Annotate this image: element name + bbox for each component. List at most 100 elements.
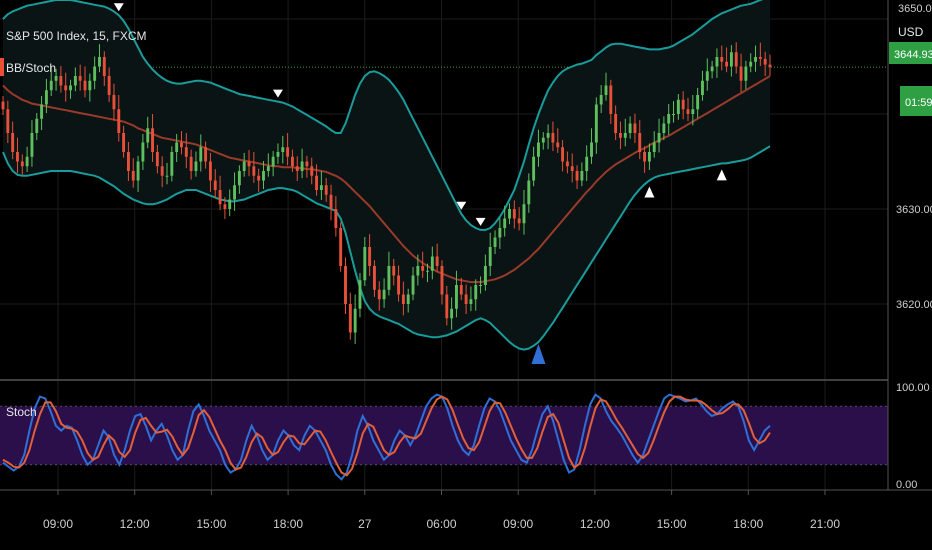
candle-body — [117, 109, 121, 133]
candle-body — [382, 289, 386, 300]
candle-body — [334, 209, 338, 228]
candle-body — [363, 247, 367, 281]
candle-body — [213, 180, 217, 190]
candle-body — [242, 161, 246, 171]
candle-body — [614, 114, 618, 133]
candle-body — [107, 76, 111, 95]
x-tick-label: 15:00 — [196, 517, 226, 531]
candle-body — [734, 52, 738, 67]
candle-body — [725, 61, 729, 67]
candle-body — [131, 171, 135, 181]
bollinger-bands — [2, 0, 771, 351]
candle-body — [271, 156, 275, 167]
candle-body — [180, 142, 183, 148]
candle-body — [474, 285, 478, 300]
candle-body — [652, 142, 656, 152]
candle-body — [204, 147, 208, 162]
candle-body — [609, 85, 613, 114]
candle-body — [184, 147, 188, 157]
sell-marker — [272, 89, 283, 98]
candle-body — [146, 128, 150, 143]
candles — [1, 42, 772, 344]
candle-body — [647, 152, 651, 162]
candle-body — [411, 275, 415, 295]
candle-body — [324, 185, 328, 195]
candle-body — [691, 109, 695, 114]
x-tick-label: 12:00 — [580, 517, 610, 531]
candle-body — [223, 204, 227, 209]
candle-body — [754, 57, 757, 62]
x-tick-label: 18:00 — [273, 517, 303, 531]
candle-body — [416, 266, 420, 276]
candle-body — [126, 152, 130, 171]
candle-body — [25, 156, 29, 167]
candle-body — [440, 266, 444, 295]
candle-body — [20, 161, 24, 167]
candle-body — [493, 237, 497, 247]
band-fill — [3, 0, 770, 350]
candle-body — [290, 156, 294, 167]
symbol-title: S&P 500 Index, 15, FXCM — [6, 29, 147, 43]
candle-body — [454, 285, 458, 309]
candle-body — [252, 166, 256, 176]
countdown-value: 01:59 — [905, 97, 932, 109]
candle-body — [498, 228, 502, 238]
sell-marker — [475, 217, 486, 226]
candle-body — [450, 308, 454, 319]
candle-body — [372, 266, 376, 290]
candle-body — [175, 142, 179, 152]
candle-body — [64, 85, 68, 91]
candle-body — [6, 109, 10, 133]
buy-marker — [716, 169, 727, 181]
candle-body — [266, 166, 270, 171]
candle-body — [295, 166, 299, 171]
candle-body — [488, 247, 492, 266]
candle-body — [672, 114, 675, 115]
candle-body — [344, 266, 347, 304]
x-tick-label: 09:00 — [503, 517, 533, 531]
stoch-tick-label: 100.00 — [896, 382, 930, 394]
sell-marker — [113, 3, 124, 12]
candle-body — [421, 266, 425, 271]
candle-body — [763, 58, 767, 65]
stoch-tick-label: 0.00 — [896, 479, 917, 491]
y-tick-label: 3630.00 — [896, 204, 932, 216]
stoch-label[interactable]: Stoch — [6, 405, 37, 419]
candle-body — [78, 76, 82, 81]
x-tick-label: 18:00 — [733, 517, 763, 531]
indicator-label[interactable]: BB/Stoch — [6, 61, 56, 75]
candle-body — [483, 266, 487, 285]
candle-body — [397, 275, 401, 295]
candle-body — [479, 285, 483, 286]
candle-body — [758, 57, 762, 59]
candle-body — [310, 166, 314, 176]
candle-body — [286, 147, 290, 157]
candle-body — [208, 161, 212, 181]
candle-body — [368, 247, 372, 266]
candle-body — [575, 171, 579, 181]
candle-body — [643, 152, 647, 162]
buy-marker — [644, 186, 655, 198]
candle-body — [40, 104, 44, 119]
candle-body — [445, 294, 449, 319]
candle-body — [35, 118, 39, 133]
candle-body — [527, 180, 531, 205]
candle-body — [387, 266, 391, 290]
candle-body — [54, 76, 58, 81]
candle-body — [720, 57, 724, 62]
candle-body — [199, 147, 203, 162]
candle-body — [315, 175, 319, 190]
x-tick-label: 12:00 — [120, 517, 150, 531]
stochastic-lines — [2, 393, 771, 481]
candle-body — [98, 57, 101, 67]
candle-body — [739, 66, 743, 81]
candle-body — [590, 142, 593, 157]
candle-body — [676, 99, 680, 114]
candle-body — [319, 185, 323, 190]
candle-body — [406, 294, 410, 304]
countdown-badge — [900, 86, 932, 116]
x-tick-label: 06:00 — [426, 517, 456, 531]
candle-body — [93, 66, 97, 81]
candle-body — [257, 175, 261, 181]
